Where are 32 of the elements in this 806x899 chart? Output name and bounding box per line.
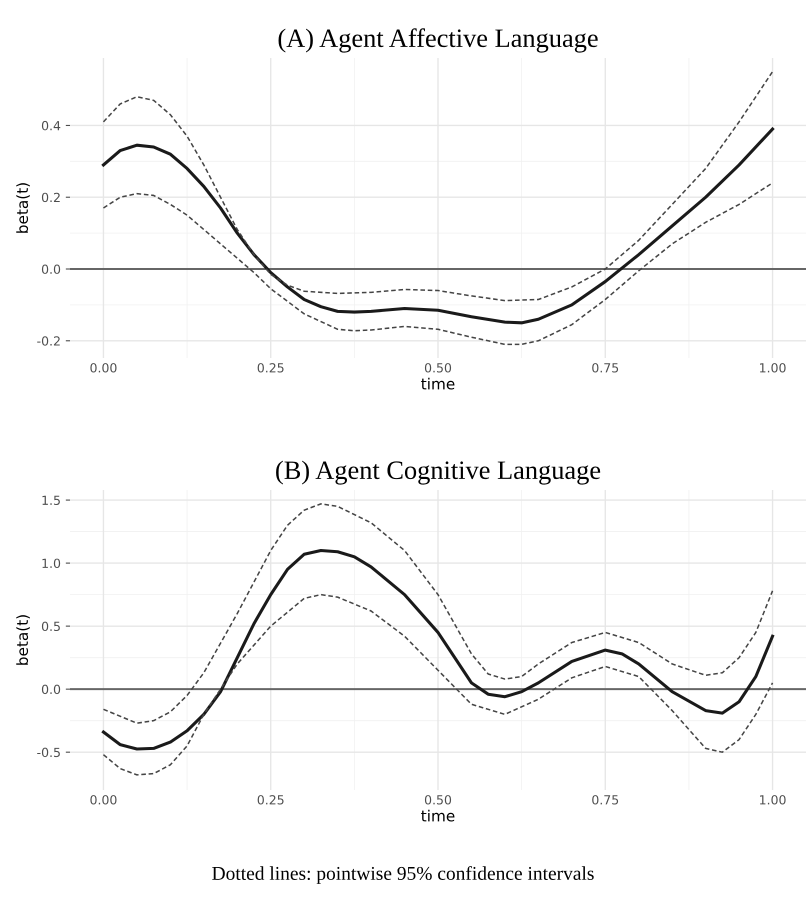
x-tick-label: 1.00 bbox=[760, 795, 786, 805]
x-tick-label: 0.50 bbox=[424, 795, 452, 805]
line-series bbox=[102, 594, 774, 776]
y-tick-label: 0.4 bbox=[42, 120, 60, 130]
y-tick-label: 1.5 bbox=[42, 496, 60, 506]
x-tick-label: 0.25 bbox=[258, 795, 284, 805]
x-tick-label: 0.75 bbox=[592, 363, 618, 373]
y-tick-label: 0.0 bbox=[42, 264, 60, 274]
text: Dotted lines: pointwise 95% confidence intervals bbox=[212, 866, 594, 884]
x-axis-title: time bbox=[421, 378, 454, 390]
chart-title: (A) Agent Affective Language bbox=[278, 28, 598, 53]
x-tick-label: 0.00 bbox=[90, 363, 117, 373]
line-series bbox=[102, 70, 774, 302]
y-tick-label: 0.2 bbox=[42, 192, 60, 202]
x-tick-label: 0.25 bbox=[258, 363, 284, 373]
y-tick-label: 0.5 bbox=[42, 622, 60, 632]
y-tick-label: 1.0 bbox=[42, 558, 60, 568]
line-series bbox=[102, 128, 774, 324]
line-series bbox=[102, 548, 774, 751]
y-axis-title: beta(t) bbox=[16, 615, 30, 665]
x-tick-label: 0.50 bbox=[424, 363, 452, 373]
y-tick-label: -0.2 bbox=[37, 336, 60, 346]
y-tick-label: -0.5 bbox=[37, 748, 60, 758]
x-tick-label: 1.00 bbox=[760, 363, 786, 373]
y-tick-label: 0.0 bbox=[42, 684, 60, 694]
line-series bbox=[102, 503, 774, 724]
chart-title: (B) Agent Cognitive Language bbox=[276, 460, 600, 485]
x-tick-label: 0.00 bbox=[90, 795, 117, 805]
y-axis-title: beta(t) bbox=[16, 183, 30, 233]
x-tick-label: 0.75 bbox=[592, 795, 618, 805]
x-axis-title: time bbox=[421, 810, 454, 822]
line-series bbox=[102, 182, 774, 346]
